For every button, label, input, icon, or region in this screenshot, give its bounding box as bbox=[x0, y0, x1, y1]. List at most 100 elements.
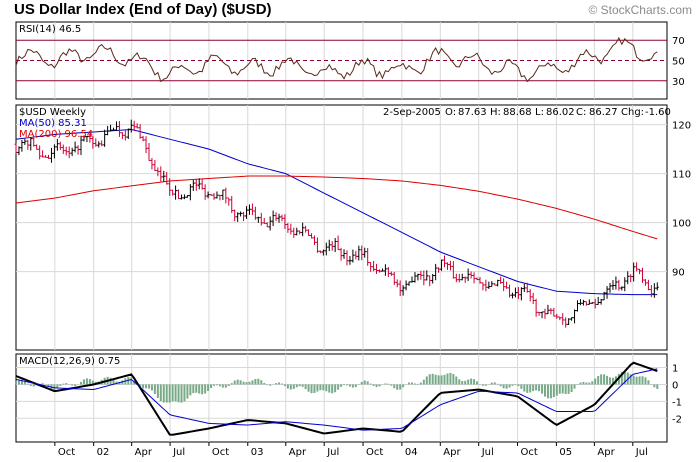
price-bar bbox=[262, 217, 266, 224]
price-bar bbox=[416, 273, 420, 281]
price-bar bbox=[567, 318, 571, 325]
price-bar bbox=[233, 209, 237, 222]
open-label: O: bbox=[445, 107, 456, 118]
price-bar bbox=[419, 270, 423, 280]
price-bar bbox=[484, 279, 488, 292]
price-bar bbox=[153, 159, 157, 172]
price-bar bbox=[67, 146, 71, 159]
price-gridlines bbox=[16, 105, 667, 350]
price-bar bbox=[475, 277, 479, 281]
price-tick-label: 100 bbox=[672, 219, 691, 230]
price-bar bbox=[596, 296, 600, 305]
price-bar bbox=[304, 225, 308, 233]
price-bar bbox=[635, 262, 639, 272]
price-bar bbox=[531, 292, 535, 305]
price-bar bbox=[218, 194, 222, 201]
price-bar bbox=[221, 189, 225, 200]
x-tick-label: Jul bbox=[326, 447, 339, 458]
price-bar bbox=[165, 171, 169, 185]
x-tick-label: 02 bbox=[97, 447, 110, 458]
price-bar bbox=[150, 158, 154, 170]
price-bar bbox=[29, 137, 33, 151]
price-bar bbox=[295, 227, 299, 236]
price-bar bbox=[573, 309, 577, 324]
price-bar bbox=[626, 271, 630, 285]
price-bar bbox=[17, 146, 21, 156]
price-bar bbox=[342, 249, 346, 259]
price-bar bbox=[156, 167, 160, 177]
price-bar bbox=[73, 141, 77, 153]
price-bar bbox=[197, 178, 201, 190]
price-bar bbox=[227, 197, 231, 206]
price-bar bbox=[327, 239, 331, 252]
rsi-line bbox=[15, 36, 658, 83]
price-bar bbox=[188, 184, 192, 201]
price-bar bbox=[516, 286, 520, 300]
price-bar bbox=[138, 124, 142, 139]
price-bar bbox=[605, 286, 609, 299]
price-bar bbox=[575, 300, 579, 312]
price-bar bbox=[555, 313, 559, 319]
price-bar bbox=[310, 233, 314, 239]
rsi-line-group bbox=[15, 36, 658, 83]
price-bar bbox=[519, 287, 523, 301]
rsi-panel: RSI(14) 46.5 70 50 30 bbox=[15, 21, 685, 100]
high-value: 88.68 bbox=[503, 107, 532, 118]
price-bar bbox=[162, 170, 166, 182]
price-bar bbox=[307, 229, 311, 236]
price-bar bbox=[94, 138, 98, 147]
last-bar-info: 2-Sep-2005 O: 87.63 H: 88.68 L: 86.02 C:… bbox=[383, 107, 671, 118]
price-bar bbox=[298, 230, 302, 235]
price-bar bbox=[38, 145, 42, 160]
price-bar bbox=[413, 272, 417, 283]
price-bar bbox=[428, 275, 432, 287]
price-bar bbox=[109, 124, 113, 132]
price-tick-label: 110 bbox=[672, 170, 691, 181]
price-bar bbox=[61, 144, 65, 154]
ma50-legend: MA(50) 85.31 bbox=[19, 118, 87, 129]
x-tick-label: Oct bbox=[366, 447, 383, 458]
price-tick-label: 90 bbox=[672, 268, 685, 279]
price-bar bbox=[614, 276, 618, 290]
price-bar bbox=[265, 222, 269, 228]
price-bar bbox=[82, 135, 86, 142]
price-bar bbox=[250, 203, 254, 216]
price-bar bbox=[608, 282, 612, 293]
price-bar bbox=[561, 313, 565, 325]
price-bar bbox=[242, 211, 246, 222]
price-bar bbox=[44, 155, 48, 158]
price-bar bbox=[132, 120, 136, 131]
copyright: © StockCharts.com bbox=[588, 3, 692, 17]
last-bar-date: 2-Sep-2005 bbox=[383, 107, 441, 118]
price-bar bbox=[395, 279, 399, 288]
price-bar bbox=[76, 145, 80, 155]
rsi-tick-label: 30 bbox=[672, 77, 685, 88]
price-bar bbox=[97, 141, 101, 148]
price-bar bbox=[129, 119, 133, 133]
macd-axis-ticks: 1 0 -1 -2 bbox=[672, 364, 682, 426]
price-bar bbox=[168, 178, 172, 196]
price-bar bbox=[487, 281, 491, 289]
price-bar bbox=[64, 146, 68, 156]
price-bar bbox=[312, 235, 316, 246]
price-bar bbox=[336, 235, 340, 251]
price-bar bbox=[363, 247, 367, 258]
rsi-axis-ticks: 70 50 30 bbox=[672, 36, 685, 88]
price-bar bbox=[451, 261, 455, 279]
price-bar bbox=[401, 285, 405, 296]
price-bar bbox=[185, 195, 189, 198]
price-bar bbox=[380, 268, 384, 272]
price-bar bbox=[549, 308, 553, 315]
price-bar bbox=[643, 279, 647, 286]
x-tick-label: Apr bbox=[135, 447, 153, 458]
rsi-tick-label: 70 bbox=[672, 36, 685, 47]
price-bar bbox=[256, 216, 260, 223]
price-bar bbox=[398, 280, 402, 297]
price-bar bbox=[79, 135, 83, 156]
price-bar bbox=[88, 132, 92, 143]
price-bar bbox=[537, 311, 541, 316]
price-frame bbox=[15, 104, 668, 351]
macd-line bbox=[15, 361, 658, 436]
price-bar bbox=[522, 283, 526, 292]
price-bar bbox=[23, 138, 27, 145]
